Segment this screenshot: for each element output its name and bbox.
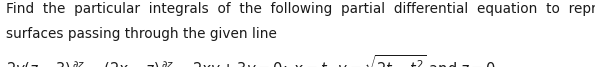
Text: surfaces passing through the given line: surfaces passing through the given line — [6, 27, 277, 41]
Text: $2y(z-3)\,\frac{\partial z}{\partial x} - (2x-z)\,\frac{\partial z}{\partial y} : $2y(z-3)\,\frac{\partial z}{\partial x} … — [6, 53, 500, 67]
Text: Find  the  particular  integrals  of  the  following  partial  differential  equ: Find the particular integrals of the fol… — [6, 2, 595, 16]
